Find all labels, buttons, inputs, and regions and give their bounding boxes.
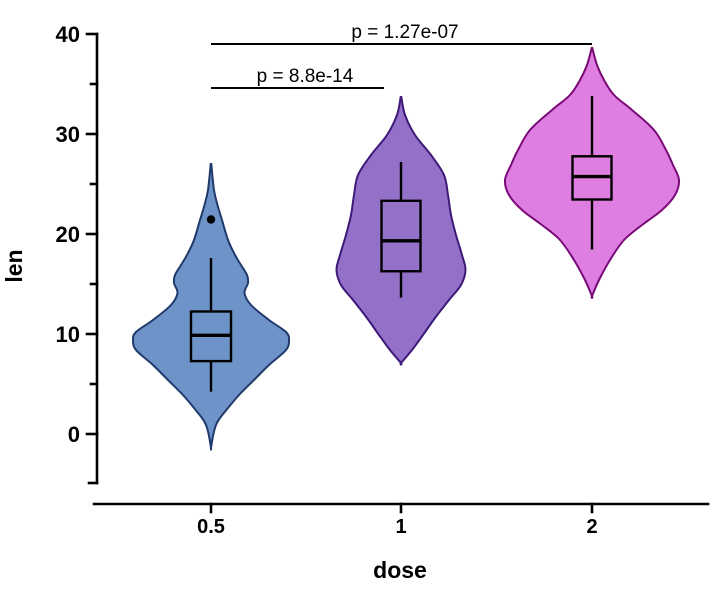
svg-text:40: 40 <box>56 22 80 47</box>
svg-text:0: 0 <box>68 422 80 447</box>
svg-text:dose: dose <box>373 557 427 583</box>
svg-text:p = 1.27e-07: p = 1.27e-07 <box>351 22 458 43</box>
svg-text:10: 10 <box>56 322 80 347</box>
svg-text:0.5: 0.5 <box>197 516 225 538</box>
svg-text:p = 8.8e-14: p = 8.8e-14 <box>257 66 354 87</box>
svg-text:30: 30 <box>56 122 80 147</box>
svg-text:1: 1 <box>395 516 406 538</box>
svg-text:20: 20 <box>56 222 80 247</box>
svg-text:2: 2 <box>586 516 597 538</box>
svg-text:len: len <box>1 249 27 282</box>
